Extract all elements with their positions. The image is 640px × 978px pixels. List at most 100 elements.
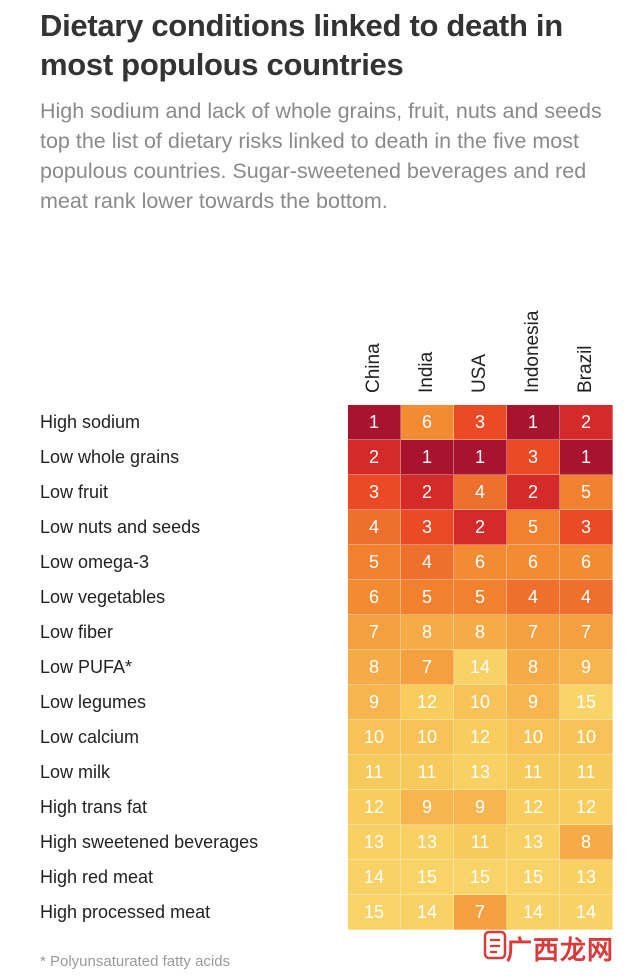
row-label: Low PUFA* xyxy=(40,657,133,677)
heatmap-cell: 9 xyxy=(560,650,613,685)
row-label: Low calcium xyxy=(40,727,140,747)
row-label: Low fiber xyxy=(40,622,114,642)
heatmap-cell: 11 xyxy=(507,755,560,790)
row-label: High processed meat xyxy=(40,902,211,922)
row-label: High sodium xyxy=(40,412,141,432)
row-label: High red meat xyxy=(40,867,154,887)
heatmap-cell: 12 xyxy=(454,720,507,755)
heatmap-cell: 9 xyxy=(348,685,401,720)
heatmap-cell: 14 xyxy=(507,895,560,930)
row-label: Low nuts and seeds xyxy=(40,517,201,537)
heatmap-cell: 6 xyxy=(507,545,560,580)
heatmap-cell: 10 xyxy=(507,720,560,755)
heatmap-cell: 13 xyxy=(401,825,454,860)
row-label: Low fruit xyxy=(40,482,109,502)
heatmap-cell: 2 xyxy=(560,405,613,440)
column-label-indonesia: Indonesia xyxy=(522,310,543,393)
heatmap-cell: 4 xyxy=(401,545,454,580)
row-label: Low milk xyxy=(40,762,111,782)
watermark: 广西龙网 xyxy=(506,935,615,965)
heatmap-cell: 7 xyxy=(507,615,560,650)
watermark-logo-icon xyxy=(483,930,507,960)
heatmap-cell: 14 xyxy=(348,860,401,895)
chart-subtitle: High sodium and lack of whole grains, fr… xyxy=(40,99,602,213)
heatmap-cell: 3 xyxy=(454,405,507,440)
heatmap-cell: 6 xyxy=(454,545,507,580)
heatmap-cell: 11 xyxy=(560,755,613,790)
heatmap-cell: 9 xyxy=(507,685,560,720)
column-label-usa: USA xyxy=(469,353,490,393)
heatmap-cell: 4 xyxy=(507,580,560,615)
heatmap-cell: 13 xyxy=(507,825,560,860)
heatmap-cell: 15 xyxy=(560,685,613,720)
heatmap-cell: 4 xyxy=(348,510,401,545)
heatmap-cell: 12 xyxy=(348,790,401,825)
row-label: Low omega-3 xyxy=(40,552,150,572)
heatmap-cell: 13 xyxy=(454,755,507,790)
row-label: High trans fat xyxy=(40,797,148,817)
heatmap-cell: 8 xyxy=(454,615,507,650)
row-label: Low vegetables xyxy=(40,587,166,607)
heatmap-cell: 6 xyxy=(348,580,401,615)
heatmap-cell: 13 xyxy=(348,825,401,860)
heatmap-cell: 15 xyxy=(454,860,507,895)
heatmap-cell: 2 xyxy=(348,440,401,475)
heatmap-cell: 2 xyxy=(454,510,507,545)
heatmap-cell: 12 xyxy=(507,790,560,825)
heatmap-cell: 10 xyxy=(454,685,507,720)
heatmap-cell: 2 xyxy=(507,475,560,510)
row-label: High sweetened beverages xyxy=(40,832,259,852)
heatmap-cell: 6 xyxy=(560,545,613,580)
heatmap-cell: 15 xyxy=(348,895,401,930)
heatmap-cell: 12 xyxy=(401,685,454,720)
heatmap-cell: 5 xyxy=(454,580,507,615)
column-label-india: India xyxy=(416,351,437,393)
heatmap-cell: 11 xyxy=(401,755,454,790)
heatmap-cell: 4 xyxy=(454,475,507,510)
chart-title: Dietary conditions linked to death in mo… xyxy=(40,8,563,82)
heatmap-cell: 8 xyxy=(560,825,613,860)
heatmap-cell: 10 xyxy=(348,720,401,755)
heatmap-cell: 7 xyxy=(560,615,613,650)
heatmap-cell: 5 xyxy=(507,510,560,545)
heatmap-cell: 11 xyxy=(454,825,507,860)
heatmap-cell: 10 xyxy=(560,720,613,755)
heatmap-cell: 5 xyxy=(401,580,454,615)
heatmap-cell: 1 xyxy=(454,440,507,475)
heatmap-cell: 7 xyxy=(454,895,507,930)
heatmap-cell: 14 xyxy=(401,895,454,930)
heatmap-cell: 1 xyxy=(507,405,560,440)
heatmap-cell: 9 xyxy=(454,790,507,825)
heatmap-cell: 12 xyxy=(560,790,613,825)
heatmap-cell: 8 xyxy=(507,650,560,685)
heatmap-cell: 4 xyxy=(560,580,613,615)
row-label: Low whole grains xyxy=(40,447,180,467)
heatmap-cell: 14 xyxy=(560,895,613,930)
column-label-china: China xyxy=(363,343,384,393)
heatmap-cell: 11 xyxy=(348,755,401,790)
heatmap-cell: 8 xyxy=(348,650,401,685)
heatmap-cell: 15 xyxy=(401,860,454,895)
heatmap-cell: 3 xyxy=(560,510,613,545)
heatmap-cell: 7 xyxy=(348,615,401,650)
heatmap-cell: 14 xyxy=(454,650,507,685)
footnote: * Polyunsaturated fatty acids xyxy=(40,953,231,970)
row-label: Low legumes xyxy=(40,692,147,712)
heatmap-cell: 3 xyxy=(507,440,560,475)
heatmap-cell: 1 xyxy=(560,440,613,475)
heatmap-cell: 13 xyxy=(560,860,613,895)
heatmap-cell: 10 xyxy=(401,720,454,755)
heatmap-cell: 6 xyxy=(401,405,454,440)
heatmap-cell: 2 xyxy=(401,475,454,510)
heatmap-cell: 8 xyxy=(401,615,454,650)
heatmap-cell: 9 xyxy=(401,790,454,825)
heatmap-cell: 5 xyxy=(348,545,401,580)
heatmap-cell: 1 xyxy=(401,440,454,475)
heatmap-cell: 7 xyxy=(401,650,454,685)
heatmap-cell: 15 xyxy=(507,860,560,895)
heatmap-cell: 1 xyxy=(348,405,401,440)
heatmap-cell: 5 xyxy=(560,475,613,510)
heatmap-cell: 3 xyxy=(348,475,401,510)
column-label-brazil: Brazil xyxy=(575,345,596,393)
